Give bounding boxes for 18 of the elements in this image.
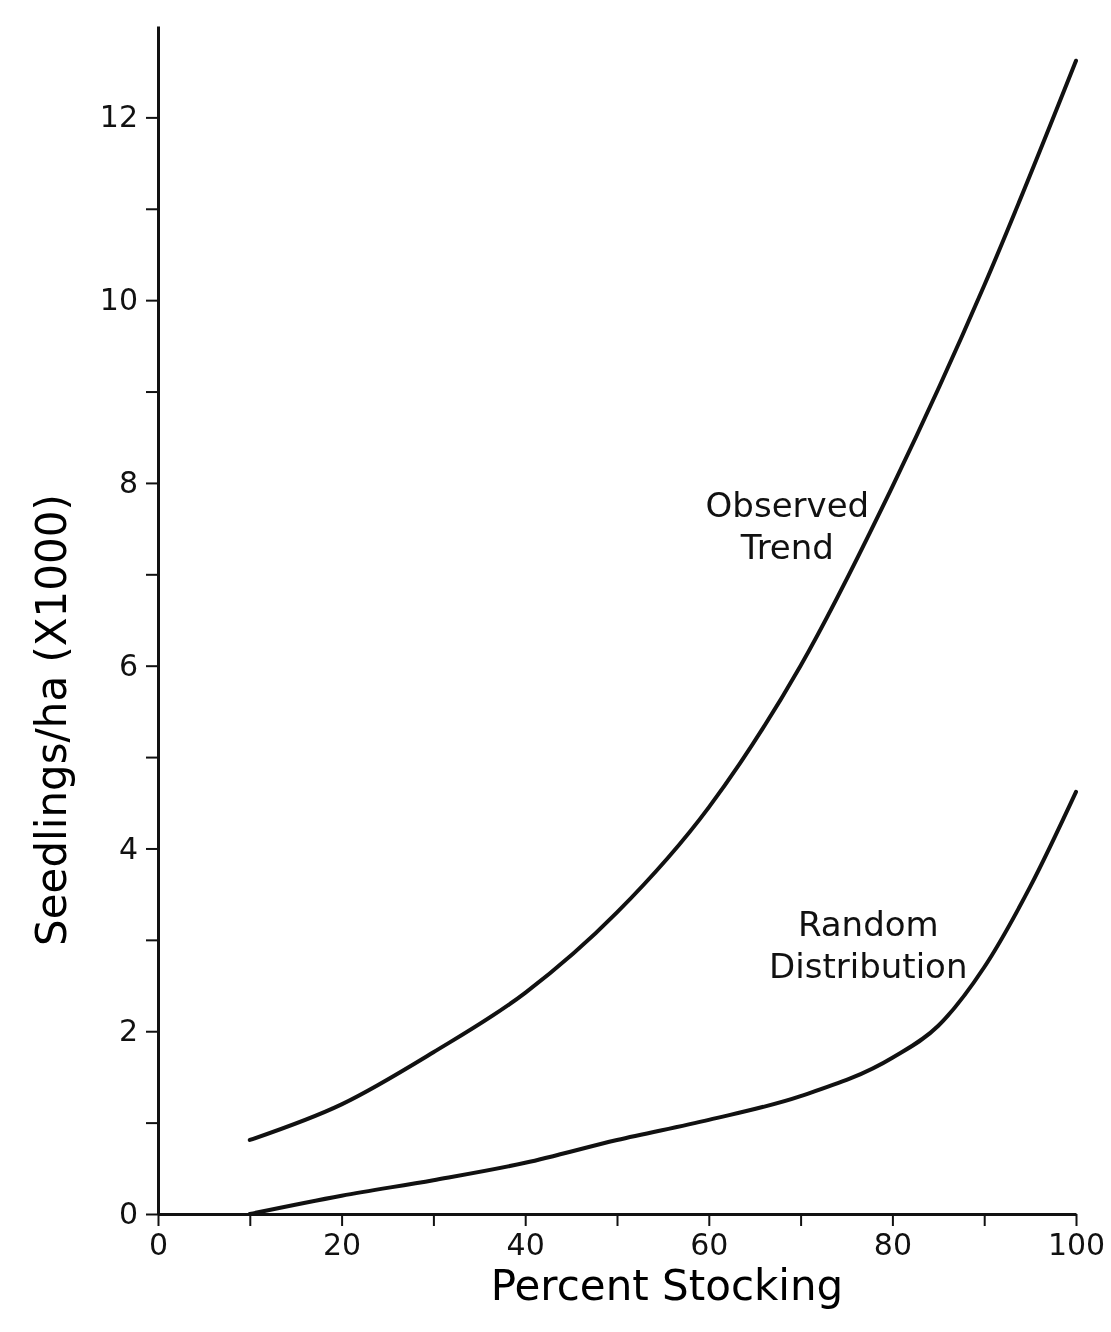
y-tick-label: 6 (118, 647, 138, 683)
x-tick-label: 0 (148, 1227, 169, 1263)
series-label: Random Distribution (769, 903, 968, 986)
y-tick-label: 12 (99, 99, 138, 135)
series-label: Observed Trend (705, 484, 870, 567)
x-tick-label: 40 (506, 1227, 545, 1263)
y-axis-title: Seedlings/ha (X1000) (27, 494, 76, 946)
x-tick-label: 80 (873, 1227, 912, 1263)
line-series (247, 58, 1078, 1142)
x-tick-label: 60 (690, 1227, 729, 1263)
x-tick-label: 20 (323, 1227, 362, 1263)
y-tick-label: 8 (118, 465, 138, 501)
y-tick-label: 4 (118, 830, 138, 866)
y-tick-label: 10 (99, 282, 138, 318)
y-tick-label: 2 (118, 1013, 138, 1049)
x-tick-label: 100 (1047, 1227, 1106, 1263)
x-axis-title: Percent Stocking (490, 1261, 844, 1310)
y-tick-label: 0 (118, 1196, 138, 1232)
